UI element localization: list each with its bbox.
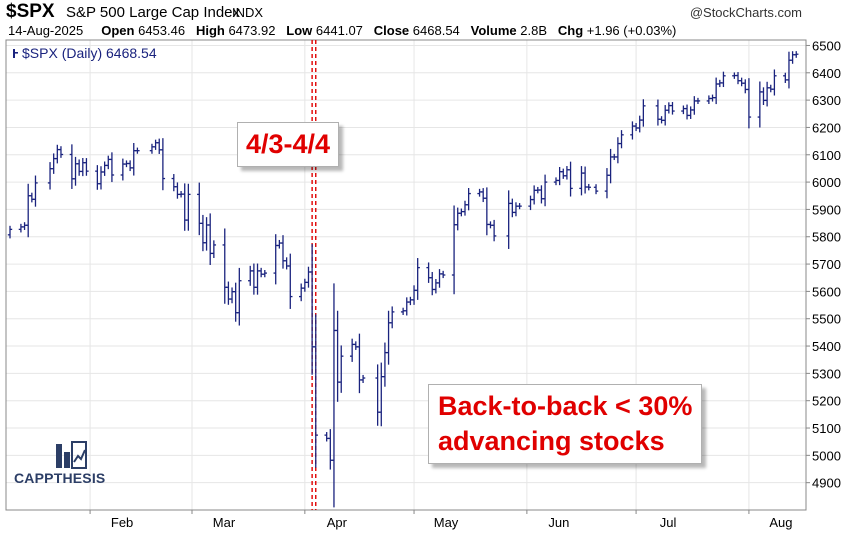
close-label: Close — [373, 23, 410, 38]
high-label: High — [195, 23, 225, 38]
x-tick-label: Aug — [769, 515, 792, 530]
y-tick-label: 5000 — [812, 448, 841, 463]
x-tick-label: Jul — [660, 515, 677, 530]
x-tick-label: Jun — [548, 515, 569, 530]
open-label: Open — [101, 23, 135, 38]
chg-value: +1.96 (+0.03%) — [586, 23, 677, 38]
breadth-callout-line2: advancing stocks — [438, 426, 665, 456]
ohlc-bars — [7, 51, 799, 508]
capp-thesis-logo: CAPPTHESIS — [14, 440, 124, 490]
y-tick-label: 5100 — [812, 421, 841, 436]
y-tick-label: 5600 — [812, 284, 841, 299]
y-tick-label: 6300 — [812, 93, 841, 108]
chg-label: Chg — [557, 23, 584, 38]
ticker-symbol: $SPX — [6, 1, 55, 22]
plot-frame — [5, 39, 807, 511]
legend-swatch-tick — [15, 52, 18, 54]
x-tick-label: May — [434, 515, 459, 530]
breadth-callout: Back-to-back < 30% advancing stocks — [428, 384, 703, 464]
y-tick-label: 5200 — [812, 394, 841, 409]
x-axis: Feb Mar Apr May Jun Jul Aug — [89, 510, 792, 530]
y-axis: 4900 5000 5100 5200 5300 5400 5500 5600 5700 5800… — [806, 38, 841, 491]
y-tick-label: 5800 — [812, 230, 841, 245]
y-tick-label: 5500 — [812, 312, 841, 327]
legend-swatch-bar — [13, 49, 15, 58]
legend: $SPX (Daily) 6468.54 — [13, 45, 157, 61]
chart-header: $SPX S&P 500 Large Cap Index INDX @Stock… — [0, 0, 850, 40]
y-tick-label: 5400 — [812, 339, 841, 354]
low-value: 6441.07 — [315, 23, 363, 38]
index-name: S&P 500 Large Cap Index — [66, 4, 241, 21]
x-tick-label: Apr — [327, 515, 348, 530]
open-value: 6453.46 — [138, 23, 186, 38]
quote-date: 14-Aug-2025 — [8, 23, 84, 38]
y-tick-label: 5900 — [812, 202, 841, 217]
breadth-callout-line1: Back-to-back < 30% — [438, 391, 693, 421]
y-tick-label: 6100 — [812, 148, 841, 163]
high-value: 6473.92 — [228, 23, 276, 38]
stockcharts-credit: @StockCharts.com — [689, 5, 802, 20]
y-tick-label: 6400 — [812, 66, 841, 81]
exchange-label: INDX — [232, 5, 264, 20]
logo-text: CAPPTHESIS — [14, 470, 106, 486]
legend-text: $SPX (Daily) 6468.54 — [22, 45, 157, 61]
volume-value: 2.8B — [520, 23, 548, 38]
quote-row: 14-Aug-2025 Open 6453.46 High 6473.92 Lo… — [8, 23, 676, 38]
x-tick-label: Mar — [213, 515, 236, 530]
y-tick-label: 5300 — [812, 366, 841, 381]
x-tick-label: Feb — [111, 515, 133, 530]
y-tick-label: 6500 — [812, 38, 841, 53]
y-tick-label: 6200 — [812, 120, 841, 135]
y-tick-label: 5700 — [812, 257, 841, 272]
close-value: 6468.54 — [412, 23, 460, 38]
date-range-callout: 4/3-4/4 — [237, 122, 340, 167]
bar-chart-icon — [56, 441, 87, 469]
y-tick-label: 6000 — [812, 175, 841, 190]
low-label: Low — [286, 23, 313, 38]
volume-label: Volume — [470, 23, 517, 38]
y-tick-label: 4900 — [812, 476, 841, 491]
